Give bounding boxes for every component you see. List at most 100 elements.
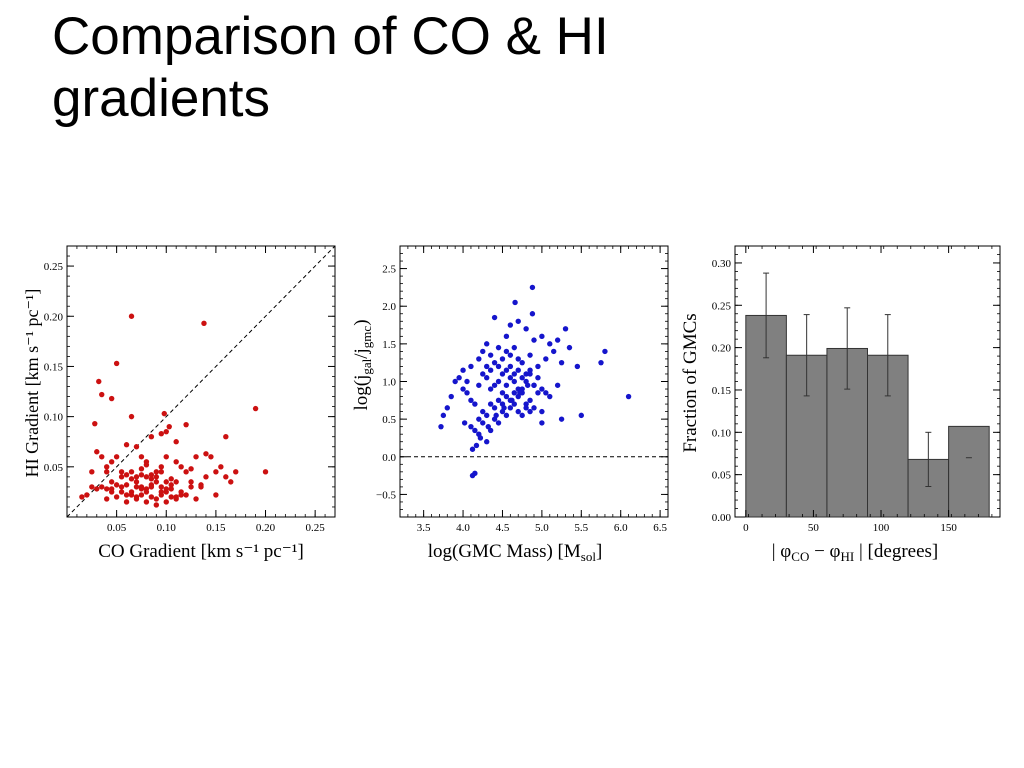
data-point — [99, 391, 105, 398]
data-point — [602, 348, 608, 355]
data-point — [487, 386, 494, 392]
data-point — [123, 472, 130, 478]
error-bars — [763, 272, 972, 488]
data-point — [523, 405, 529, 411]
data-point — [153, 479, 160, 485]
data-point — [539, 408, 545, 415]
data-point — [507, 352, 514, 358]
data-point — [547, 341, 553, 347]
data-point — [163, 489, 169, 495]
data-point — [501, 405, 507, 411]
x-axis-label-end: ] — [596, 541, 602, 562]
x-tick-label: 5.5 — [574, 522, 588, 534]
data-point — [484, 439, 490, 445]
data-point — [503, 333, 510, 340]
data-point — [519, 412, 525, 419]
data-point — [188, 466, 194, 472]
data-point — [531, 337, 537, 343]
data-point — [223, 434, 229, 440]
data-point — [499, 371, 506, 377]
data-point — [495, 420, 502, 426]
data-point — [509, 397, 515, 404]
data-point — [484, 363, 490, 370]
data-point — [527, 352, 533, 358]
y-tick-label: 1.5 — [382, 339, 396, 351]
data-point — [201, 320, 207, 326]
y-axis-label: HI Gradient [km s⁻¹ pc⁻¹] — [22, 289, 42, 478]
y-tick-label: 2.5 — [382, 264, 396, 276]
data-point — [188, 479, 194, 485]
data-point — [168, 476, 174, 482]
data-point — [562, 326, 569, 332]
data-point — [440, 412, 447, 419]
data-point — [529, 284, 536, 291]
data-point — [143, 462, 150, 468]
x-tick-label: 0.25 — [306, 522, 326, 534]
data-point — [203, 451, 209, 457]
data-point — [539, 333, 545, 340]
plot-frame — [66, 245, 336, 518]
x-tick-label: 5.0 — [535, 522, 549, 534]
data-point — [512, 299, 518, 306]
data-point — [123, 499, 130, 505]
data-point — [499, 356, 506, 362]
data-point — [531, 382, 537, 388]
data-point — [535, 375, 541, 381]
data-point — [262, 469, 269, 475]
data-point — [133, 484, 140, 490]
data-point — [578, 412, 584, 419]
data-point — [527, 367, 533, 373]
data-point — [94, 449, 100, 455]
data-point — [163, 454, 169, 460]
data-point — [148, 434, 155, 440]
data-point — [118, 474, 125, 480]
data-point — [543, 390, 549, 396]
data-point — [138, 466, 145, 472]
x-tick-label: 0.10 — [157, 522, 177, 534]
data-point — [480, 371, 486, 377]
data-point — [118, 469, 125, 475]
x-axis-label-end: | [degrees] — [854, 541, 938, 562]
data-point — [503, 412, 510, 419]
data-point — [133, 444, 140, 450]
data-point — [148, 476, 155, 482]
data-point — [193, 454, 199, 460]
data-point — [477, 435, 484, 441]
y-tick-label: 0.0 — [382, 452, 396, 464]
data-point — [527, 371, 533, 377]
data-point — [484, 375, 490, 381]
data-point — [558, 359, 565, 366]
data-point — [460, 367, 466, 373]
data-point — [468, 423, 474, 430]
data-point — [554, 337, 561, 343]
x-tick-label: 0 — [743, 522, 749, 534]
data-point — [173, 479, 179, 485]
data-point — [566, 344, 573, 351]
data-point — [503, 367, 510, 373]
data-point — [183, 421, 189, 428]
data-point — [468, 363, 474, 370]
tick-labels: 3.5 4.0 4.5 5.0 5.5 6.0 6.5 −0.5 0.0 0.5 1.0 1.5 2.0… — [376, 264, 667, 534]
y-tick-label: 1.0 — [382, 377, 396, 389]
data-point — [128, 492, 135, 498]
y-axis-label: Fraction of GMCs — [680, 313, 701, 452]
y-axis-label: log(jgal/jgmc) — [351, 319, 374, 410]
reference-line-group — [66, 245, 336, 518]
data-point — [173, 494, 179, 500]
data-point — [163, 479, 169, 485]
data-point — [158, 484, 164, 490]
data-point — [460, 386, 466, 392]
data-point — [485, 423, 491, 430]
data-point — [438, 423, 444, 430]
data-point — [213, 492, 219, 498]
data-point — [515, 367, 521, 373]
data-point — [495, 378, 502, 385]
data-point — [128, 413, 135, 420]
data-point — [133, 496, 140, 502]
data-point — [92, 420, 98, 427]
x-tick-label: 100 — [873, 522, 890, 534]
y-axis-label-end: ) — [351, 319, 372, 325]
data-point — [519, 375, 525, 381]
data-point — [252, 405, 259, 412]
data-point — [511, 390, 517, 396]
